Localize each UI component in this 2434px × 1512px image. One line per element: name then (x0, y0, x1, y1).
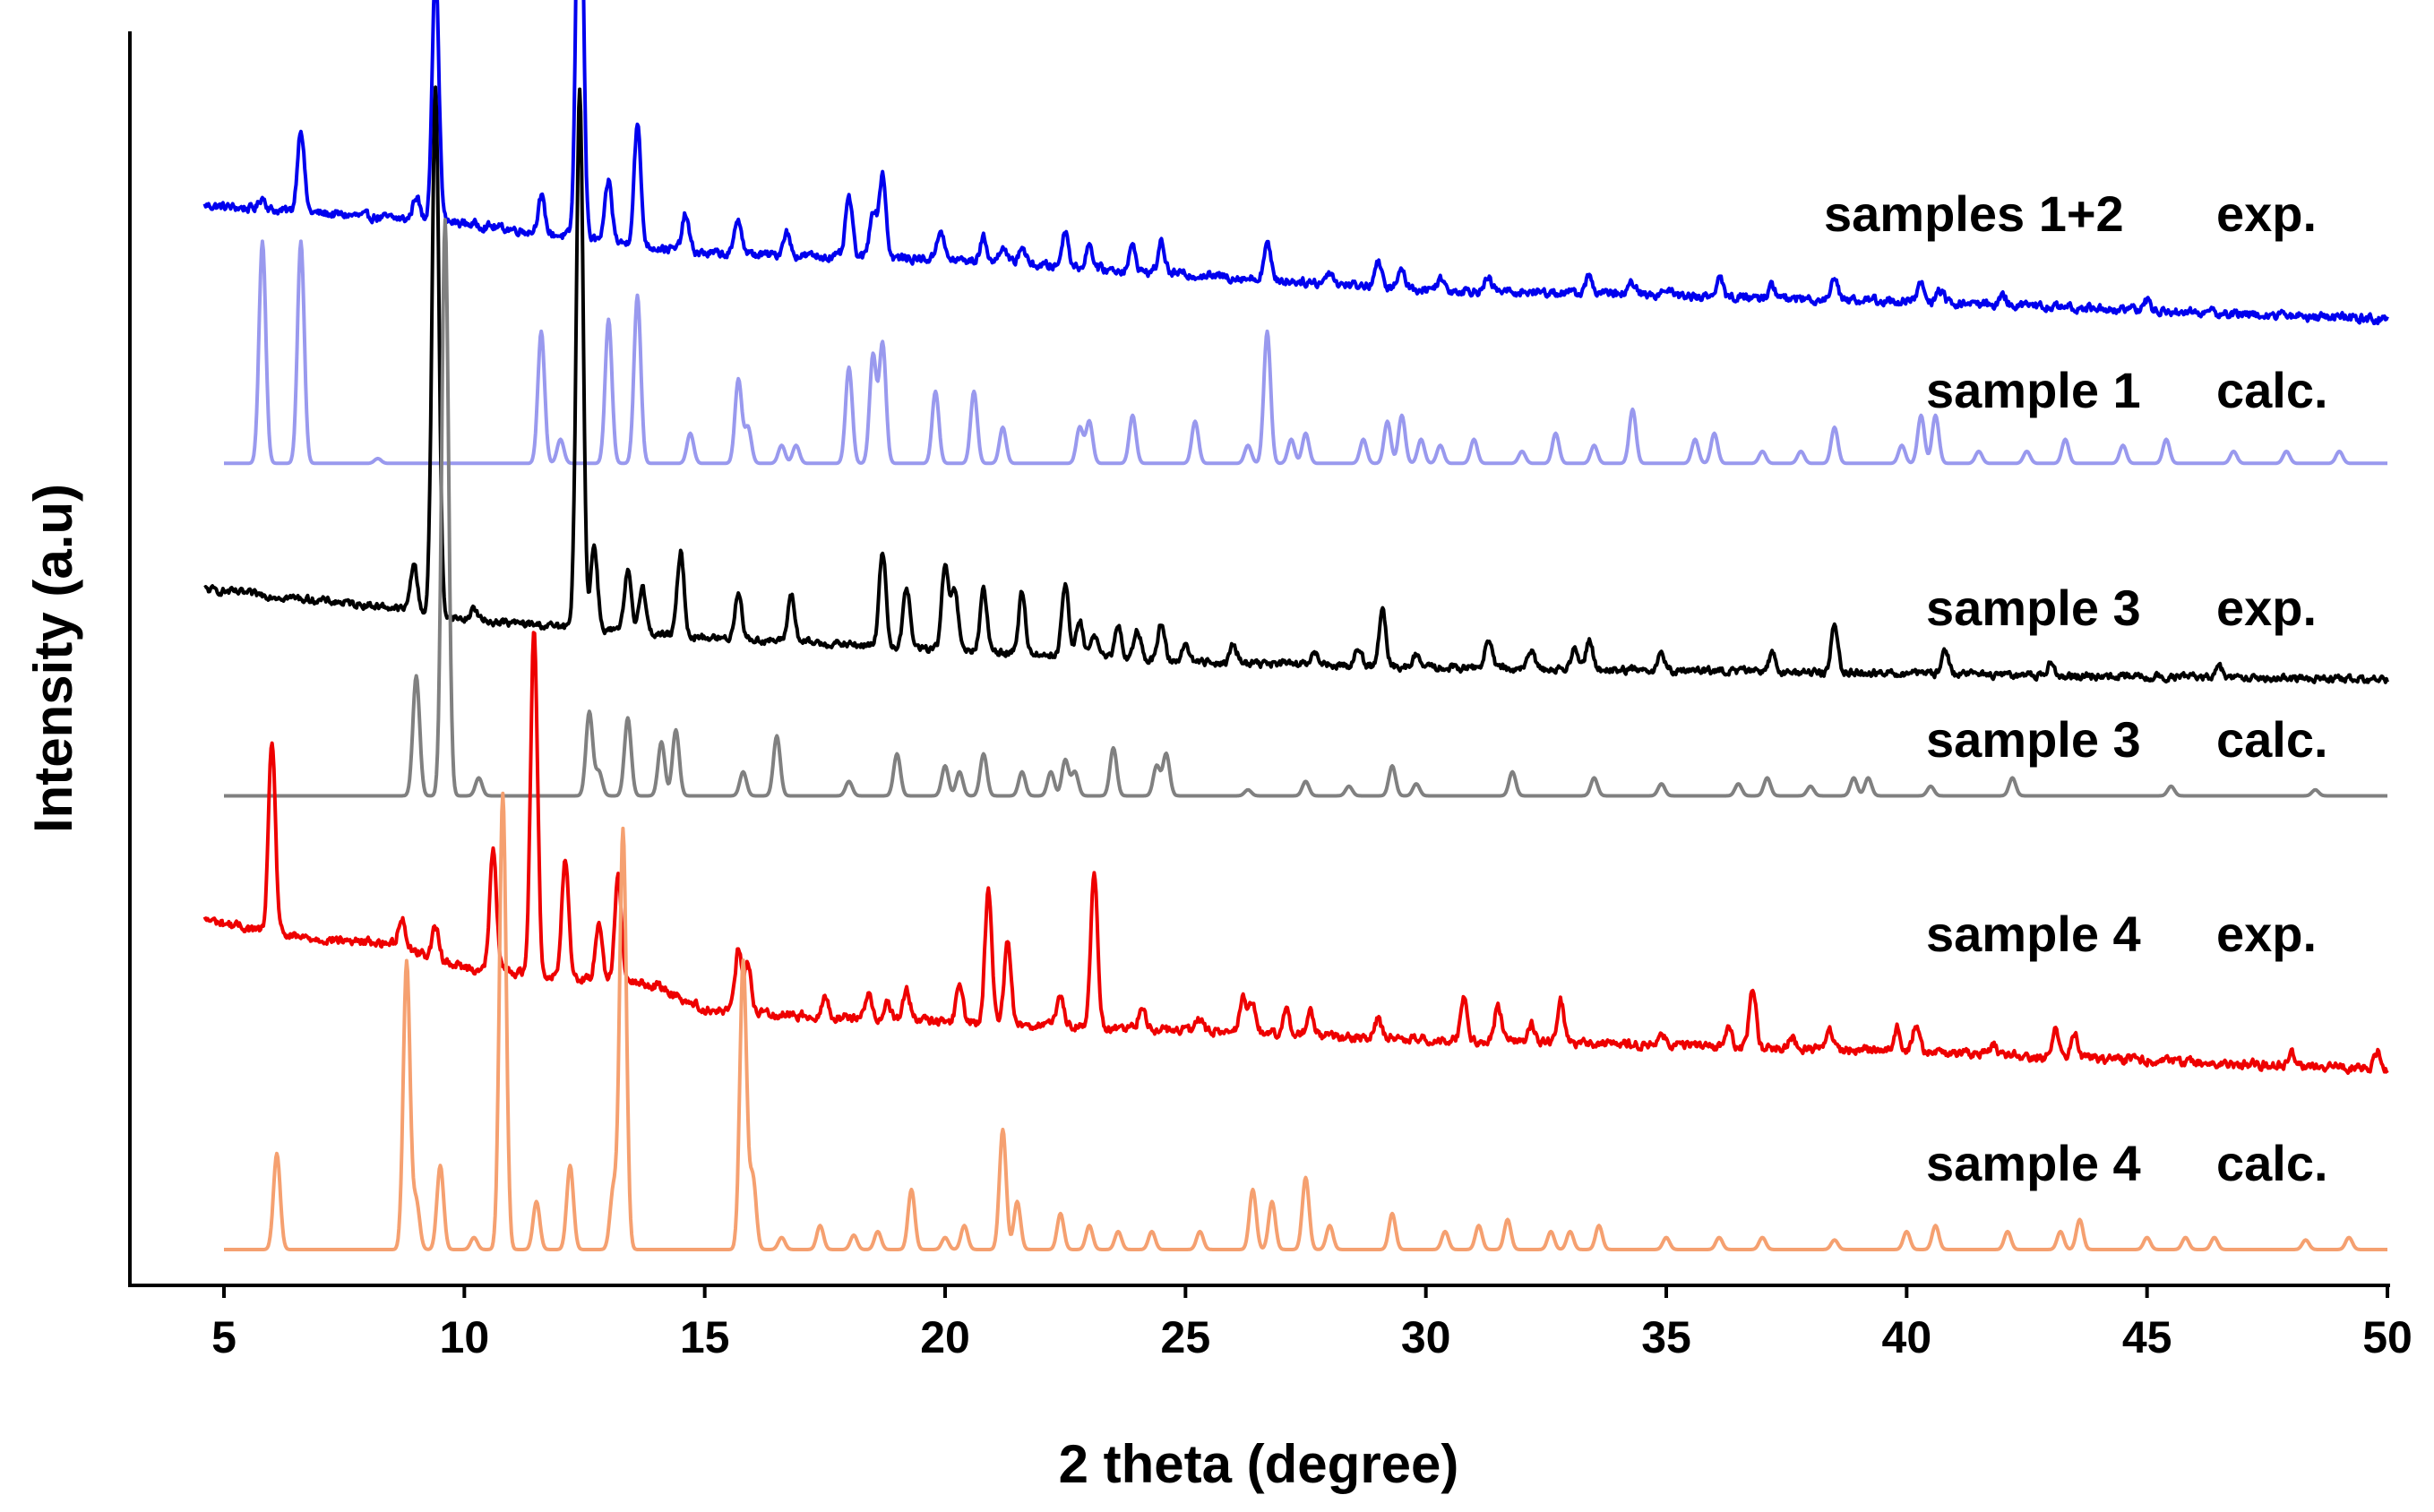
x-tick-label: 20 (920, 1312, 970, 1362)
x-tick-label: 5 (211, 1312, 237, 1362)
x-tick-label: 15 (680, 1312, 730, 1362)
label-sample1calc-tag: calc. (2216, 362, 2328, 418)
label-samples12-name: samples 1+2 (1824, 185, 2124, 242)
x-tick-label: 35 (1641, 1312, 1691, 1362)
label-sample4calc-name: sample 4 (1926, 1135, 2141, 1191)
x-axis-title: 2 theta (degree) (1059, 1434, 1459, 1494)
label-samples12-tag: exp. (2216, 185, 2317, 242)
x-tick-label: 50 (2362, 1312, 2412, 1362)
label-sample3exp-name: sample 3 (1926, 580, 2141, 636)
label-sample4exp-name: sample 4 (1926, 906, 2141, 962)
series-line-s3exp (203, 85, 2389, 684)
series-line-s1calc (223, 239, 2388, 466)
label-sample3calc-tag: calc. (2216, 711, 2328, 768)
x-tick-label: 10 (440, 1312, 490, 1362)
label-sample1calc-name: sample 1 (1926, 362, 2141, 418)
series-line-s12exp (202, 0, 2389, 326)
traces-layer (202, 0, 2389, 1251)
series-line-s3calc (223, 218, 2388, 798)
series-line-s4exp (202, 631, 2389, 1075)
label-sample4calc-tag: calc. (2216, 1135, 2328, 1191)
series-line-s4calc (223, 791, 2388, 1251)
x-tick-label: 30 (1401, 1312, 1451, 1362)
label-sample3calc-name: sample 3 (1926, 711, 2141, 768)
x-tick-label: 40 (1882, 1312, 1932, 1362)
y-axis-title: Intensity (a.u) (23, 484, 83, 833)
x-tick-label: 45 (2122, 1312, 2172, 1362)
label-sample3exp-tag: exp. (2216, 580, 2317, 636)
label-sample4exp-tag: exp. (2216, 906, 2317, 962)
x-axis-ticks: 5 10 15 20 25 30 35 40 45 50 (211, 1285, 2412, 1362)
x-tick-label: 25 (1161, 1312, 1211, 1362)
